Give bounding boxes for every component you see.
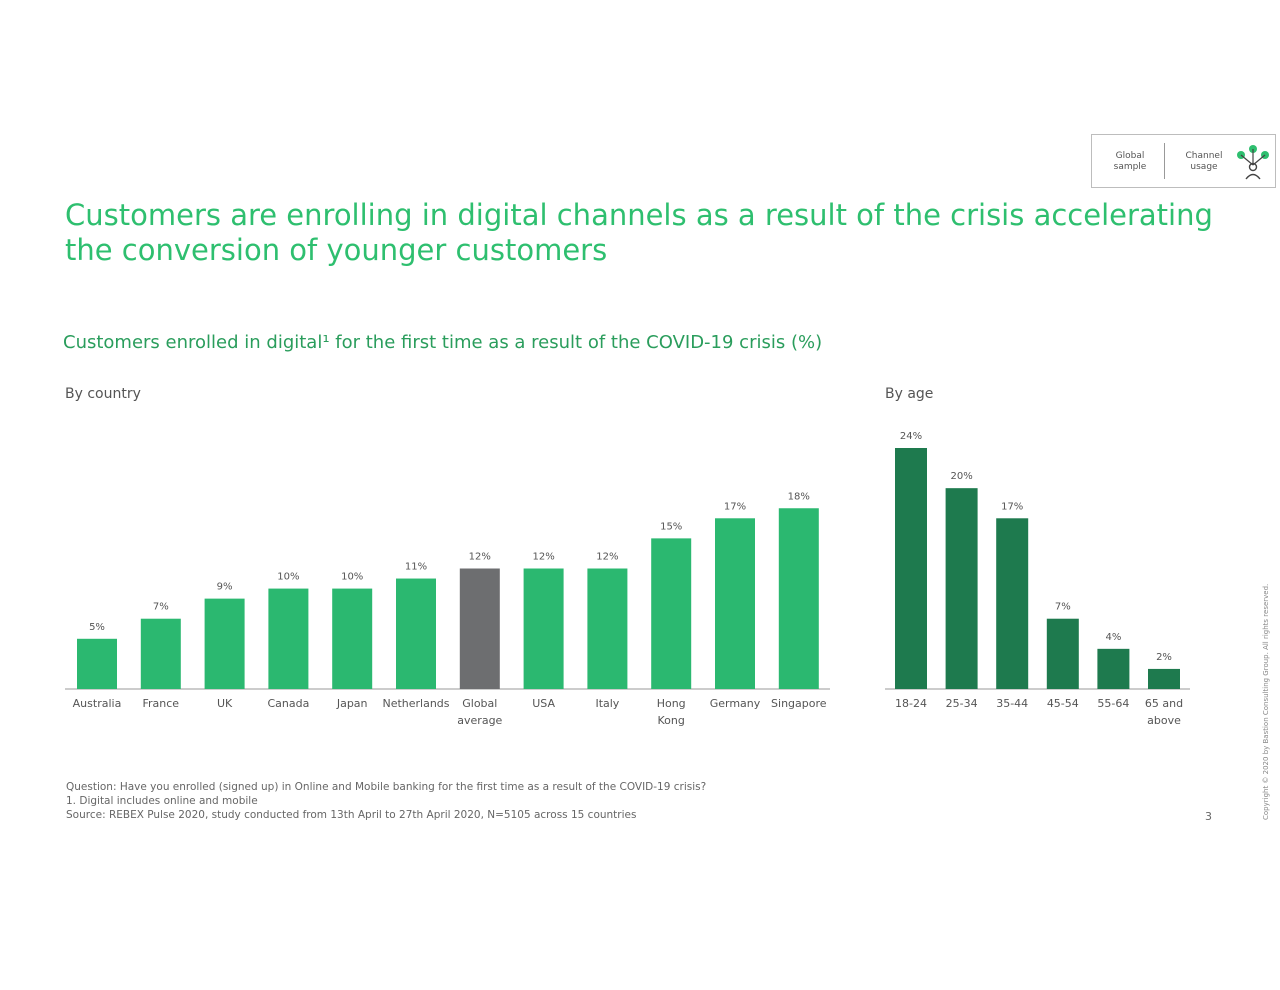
- country-bar: [459, 568, 500, 689]
- badge-divider: [1164, 143, 1165, 179]
- country-bar: [778, 508, 819, 689]
- country-bar: [651, 538, 692, 689]
- badge-right-line-2: usage: [1190, 162, 1218, 172]
- country-data-label: 10%: [277, 572, 299, 583]
- footnote-source: Source: REBEX Pulse 2020, study conducte…: [66, 809, 637, 821]
- country-data-label: 7%: [153, 602, 169, 613]
- age-category-label: 35-44: [996, 697, 1028, 710]
- country-data-label: 5%: [89, 622, 105, 633]
- copyright-notice: Copyright © 2020 by Bastion Consulting G…: [1262, 583, 1270, 820]
- country-category-label: average: [457, 714, 502, 727]
- country-data-label: 12%: [596, 552, 618, 563]
- country-category-label: Global: [462, 697, 497, 710]
- country-data-label: 9%: [217, 582, 233, 593]
- country-category-label: Hong: [657, 697, 686, 710]
- country-category-label: USA: [532, 697, 555, 710]
- chart-subtitle: Customers enrolled in digital¹ for the f…: [63, 332, 823, 353]
- age-bar: [1046, 618, 1079, 689]
- channel-usage-label: Channel usage: [1176, 151, 1232, 173]
- country-category-label: Germany: [710, 697, 761, 710]
- age-data-label: 20%: [950, 471, 972, 482]
- age-data-label: 7%: [1055, 602, 1071, 613]
- country-bar: [140, 618, 181, 689]
- country-bar: [587, 568, 628, 689]
- age-data-label: 4%: [1105, 632, 1121, 643]
- country-category-label: Singapore: [771, 697, 827, 710]
- country-category-label: Netherlands: [382, 697, 449, 710]
- age-data-label: 24%: [900, 431, 922, 442]
- age-category-label: 55-64: [1097, 697, 1129, 710]
- age-bar: [1148, 668, 1180, 689]
- badge-left-line-1: Global: [1115, 151, 1145, 161]
- country-data-label: 10%: [341, 572, 363, 583]
- age-data-label: 17%: [1001, 501, 1023, 512]
- country-category-label: Australia: [73, 697, 122, 710]
- sample-badge: Global sample Channel usage: [1091, 134, 1276, 188]
- people-network-icon: [1237, 145, 1269, 180]
- footnote-digital: 1. Digital includes online and mobile: [66, 795, 258, 807]
- country-bar: [715, 518, 755, 689]
- country-category-label: France: [143, 697, 180, 710]
- age-bar: [895, 448, 927, 689]
- country-category-label: Italy: [595, 697, 619, 710]
- country-category-label: Japan: [336, 697, 368, 710]
- country-data-label: 15%: [660, 521, 682, 532]
- country-bar: [332, 588, 373, 689]
- age-category-label: 25-34: [946, 697, 978, 710]
- global-sample-label: Global sample: [1106, 151, 1154, 173]
- age-category-label: above: [1147, 714, 1181, 727]
- age-bar: [996, 518, 1029, 689]
- country-data-label: 18%: [788, 491, 810, 502]
- age-bar: [1097, 648, 1130, 689]
- country-bar: [77, 638, 117, 689]
- footnote-question: Question: Have you enrolled (signed up) …: [66, 781, 707, 793]
- age-category-label: 65 and: [1145, 697, 1183, 710]
- country-data-label: 12%: [532, 552, 554, 563]
- age-category-label: 18-24: [895, 697, 927, 710]
- country-category-label: UK: [217, 697, 233, 710]
- country-category-label: Canada: [267, 697, 309, 710]
- country-bar: [396, 578, 436, 689]
- badge-left-line-2: sample: [1113, 162, 1147, 172]
- age-category-label: 45-54: [1047, 697, 1079, 710]
- country-bar: [523, 568, 564, 689]
- age-data-label: 2%: [1156, 652, 1172, 663]
- country-bar: [268, 588, 309, 689]
- page-number: 3: [1205, 810, 1212, 823]
- by-age-label: By age: [885, 386, 934, 402]
- country-data-label: 12%: [469, 552, 491, 563]
- country-data-label: 17%: [724, 501, 746, 512]
- age-bar: [945, 488, 978, 689]
- badge-right-line-1: Channel: [1185, 151, 1223, 161]
- by-country-label: By country: [65, 386, 141, 402]
- footnotes: Question: Have you enrolled (signed up) …: [66, 780, 706, 822]
- country-bar: [204, 598, 245, 689]
- page-title: Customers are enrolling in digital chann…: [65, 198, 1213, 267]
- country-data-label: 11%: [405, 562, 427, 573]
- country-category-label: Kong: [658, 714, 685, 727]
